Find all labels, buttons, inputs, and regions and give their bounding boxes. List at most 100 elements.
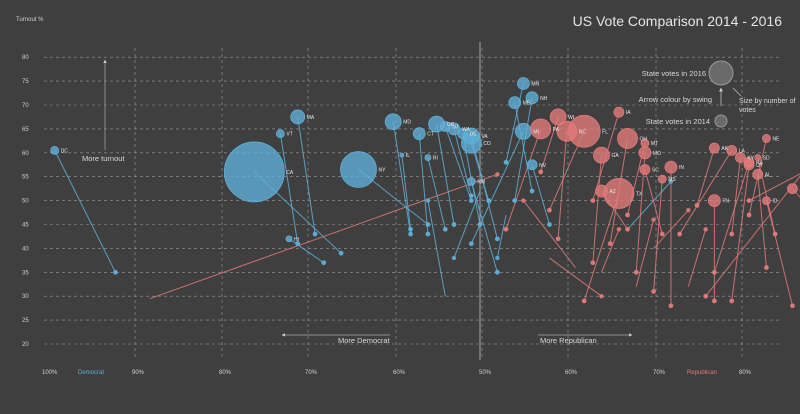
point-2016-ca[interactable] [223,141,285,203]
point-2016-ny[interactable] [340,151,377,188]
point-2014-in [668,303,674,309]
point-2016-ga[interactable] [593,146,610,164]
point-2014-ia [590,198,596,204]
point-2016-nc[interactable] [556,120,578,142]
point-2016-ri[interactable] [424,154,432,161]
y-tick-label: 50 [22,199,29,205]
point-2016-or[interactable] [428,115,446,133]
state-label-ma: MA [307,115,315,121]
point-2016-ne[interactable] [762,134,771,143]
point-2014 [703,227,708,232]
state-label-oh: OH [640,136,648,142]
point-2016-tn[interactable] [707,194,721,208]
state-label-ri: RI [433,156,438,162]
point-2016-la[interactable] [726,145,738,156]
swing-arrow-ms [653,179,663,292]
state-label-nj: NJ [452,125,459,131]
y-tick-label: 80 [22,55,29,61]
point-2016-ma[interactable] [290,109,306,125]
state-label-wa: WA [462,127,471,133]
legend-2016-circle [708,60,734,86]
point-2014-ny [425,222,431,227]
y-tick-label: 30 [22,294,29,300]
point-2016-in[interactable] [664,160,678,174]
more-turnout-label: More turnout [82,154,125,163]
point-2016-mo[interactable] [638,146,652,160]
point-2014-nh [512,198,518,204]
swing-arrow-ky [731,157,741,235]
y-axis-label: Turnout % [16,17,44,23]
point-2016-tx[interactable] [603,178,635,209]
swing-arrow [687,229,707,287]
point-2016-nh[interactable] [525,91,539,105]
point-2014-mn [503,159,509,165]
state-label-ga: GA [612,153,620,159]
swing-arrow-ak [696,147,715,206]
point-2016-il[interactable] [399,152,405,158]
legend-size-line-1: Size by number of [739,98,795,105]
x-axis-end-label-republican: Republican [687,370,717,376]
more-democrat-label: More Democrat [338,336,391,345]
point-2016-md[interactable] [384,113,402,131]
swing-arrow-nm [470,181,498,273]
point-2016-ia[interactable] [613,106,625,118]
point-2016-nm[interactable] [466,177,476,186]
point-2014-sd [772,231,778,237]
point-2016-ct[interactable] [412,127,426,141]
state-label-il: IL [406,153,410,159]
point-2016-mi[interactable] [515,122,532,140]
point-2016-sc[interactable] [639,164,651,175]
point-2016-dc[interactable] [50,146,60,155]
point-2014-mo [633,269,639,275]
point-2016-id[interactable] [762,196,771,206]
state-label-ut: UT [756,163,763,169]
point-2016-ks[interactable] [743,156,755,168]
point-2014-oh [607,241,613,247]
point-2016-hi[interactable] [285,235,293,243]
point-2016-wa[interactable] [447,122,461,136]
x-axis-end-label-democrat: Democrat [78,370,104,376]
point-2016-al[interactable] [752,168,764,180]
y-axis-ticks: 20 25 30 35 40 45 50 55 60 65 70 75 80 [22,55,29,348]
y-tick-label: 75 [22,79,29,85]
point-2014-mt [625,212,630,218]
swing-arrow-ar [792,188,800,198]
swing-arrow-ma [297,116,316,235]
point-2016-me[interactable] [508,96,522,110]
point-2014-il [408,226,413,232]
point-2014-va [494,236,500,242]
state-label-in: IN [679,165,684,171]
swing-arrow-wi [540,116,559,173]
point-2016-mn[interactable] [517,77,530,90]
y-tick-label: 35 [22,270,29,276]
state-label-la: LA [739,148,746,154]
point-2016-sd[interactable] [754,154,762,161]
state-label-mn: MN [531,81,539,87]
point-2016-ms[interactable] [657,174,667,184]
point-2014-ut [729,298,735,304]
points-2014 [113,159,795,309]
point-2016-pa[interactable] [530,118,552,140]
point-2016-oh[interactable] [617,128,638,149]
x-tick-label: 70% [653,370,666,376]
swing-arrow [627,181,672,230]
point-2016-ky[interactable] [735,152,746,163]
swing-arrow-ct [418,133,429,235]
state-label-ks: KS [756,160,763,166]
x-tick-label: 60% [393,370,406,376]
point-2016-ar[interactable] [787,183,798,195]
swing-arrow-hi [288,238,325,264]
point-2016-va[interactable] [462,127,480,145]
swing-arrow [635,219,655,287]
point-2016-vt[interactable] [275,129,285,139]
point-2016-ak[interactable] [708,142,720,154]
state-label-dc: DC [61,148,69,154]
legend-size-label: Size by number of votes [739,98,797,114]
point-2016-nv[interactable] [526,159,538,171]
state-label-hi: HI [294,237,299,243]
legend-2014-circle [714,114,728,128]
swing-arrow-ut [731,164,750,302]
swing-arrow [523,200,576,268]
point-2016-wi[interactable] [549,108,567,126]
